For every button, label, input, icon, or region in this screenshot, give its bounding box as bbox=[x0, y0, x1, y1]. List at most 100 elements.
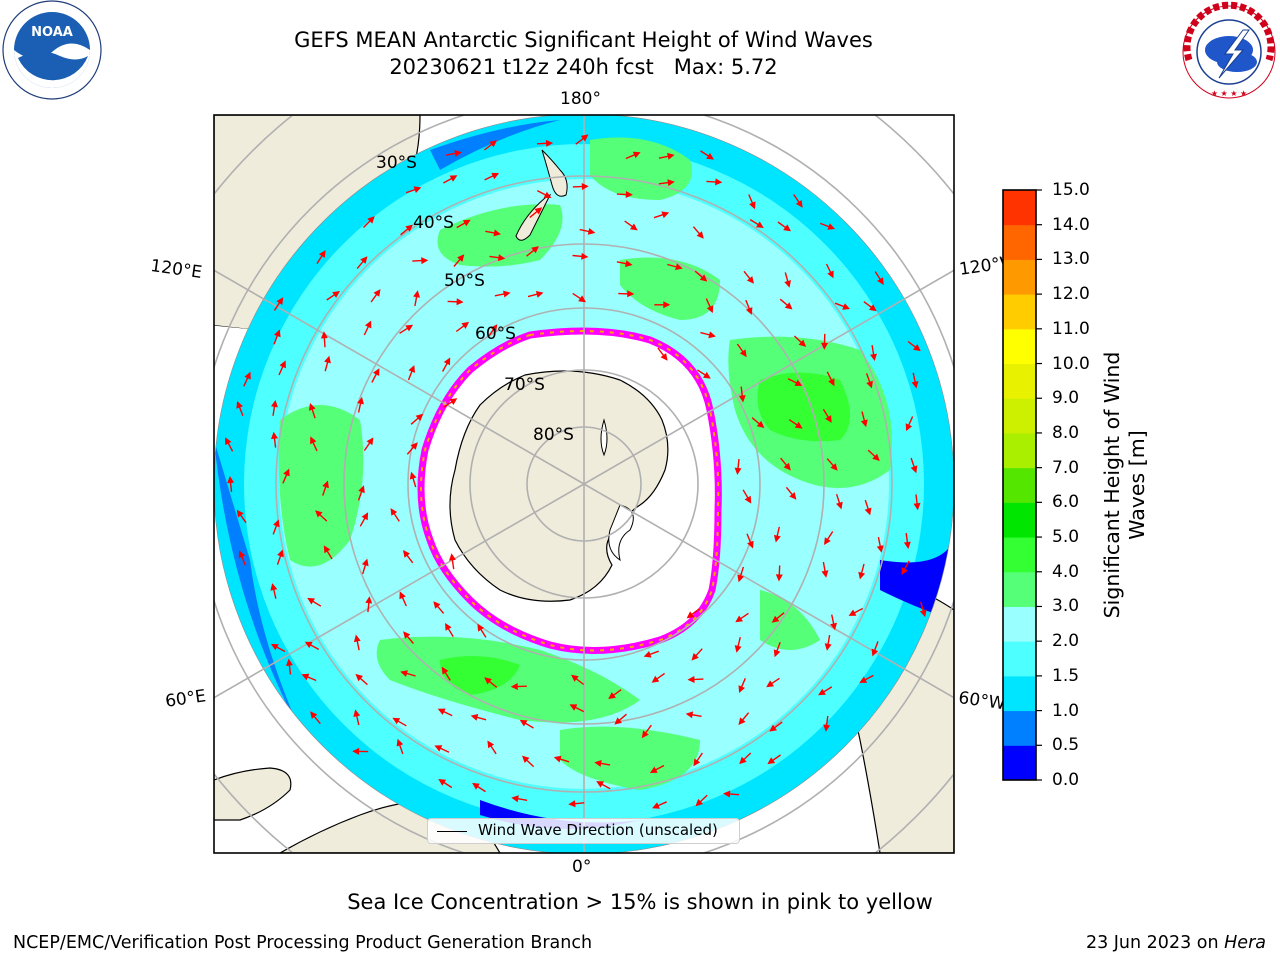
colorbar-tick-label: 6.0 bbox=[1052, 492, 1080, 513]
lat-label-70s: 70°S bbox=[504, 375, 545, 395]
wind-wave-arrow-head bbox=[244, 371, 251, 380]
wind-wave-arrow-head bbox=[661, 211, 670, 219]
colorbar-tick-label: 2.0 bbox=[1052, 631, 1080, 652]
wind-wave-arrow-head bbox=[739, 349, 747, 358]
wind-wave-arrow-head bbox=[366, 437, 374, 446]
wind-wave-arrow-head bbox=[433, 601, 441, 609]
wind-wave-arrow-head bbox=[438, 779, 447, 786]
wind-wave-arrow-head bbox=[876, 545, 884, 553]
colorbar-tick-label: 11.0 bbox=[1052, 318, 1090, 339]
wind-wave-arrow-head bbox=[270, 643, 279, 651]
wind-wave-arrow-head bbox=[660, 353, 668, 361]
colorbar-tick-label: 12.0 bbox=[1052, 284, 1090, 305]
wind-wave-arrow-head bbox=[365, 320, 372, 329]
wind-wave-arrow-head bbox=[614, 717, 622, 725]
wind-wave-arrow-head bbox=[553, 755, 562, 763]
colorbar-tick-label: 15.0 bbox=[1052, 180, 1090, 200]
wind-wave-arrow-head bbox=[877, 277, 884, 285]
colorbar-tick-label: 3.0 bbox=[1052, 596, 1080, 617]
wind-wave-arrow-head bbox=[535, 291, 544, 298]
wind-wave-arrow-head bbox=[445, 623, 452, 631]
wind-wave-arrow-head bbox=[472, 782, 480, 790]
wind-wave-arrow-head bbox=[437, 708, 446, 715]
wind-wave-arrow-head bbox=[913, 502, 921, 511]
wind-wave-arrow-head bbox=[315, 510, 323, 518]
wind-wave-arrow-head bbox=[738, 395, 746, 403]
wind-wave-arrow-head bbox=[734, 467, 742, 475]
wind-wave-arrow-head bbox=[352, 747, 360, 755]
wind-wave-arrow-head bbox=[569, 704, 578, 711]
wind-wave-arrow-head bbox=[543, 191, 552, 198]
wind-wave-arrow-head bbox=[708, 331, 716, 339]
colorbar-tick-label: 14.0 bbox=[1052, 214, 1090, 235]
wind-wave-arrow-head bbox=[396, 738, 404, 747]
wind-wave-arrow-head bbox=[756, 221, 764, 228]
colorbar-band bbox=[1003, 675, 1036, 712]
wind-wave-arrow-head bbox=[373, 289, 381, 297]
wind-wave-arrow-head bbox=[273, 519, 280, 528]
wind-wave-arrow-head bbox=[511, 795, 519, 803]
wind-wave-arrow-head bbox=[279, 360, 286, 369]
lat-label-30s: 30°S bbox=[376, 153, 417, 173]
colorbar-tick-label: 8.0 bbox=[1052, 422, 1080, 443]
wind-wave-arrow-head bbox=[454, 150, 462, 157]
wind-wave-arrow-head bbox=[749, 201, 756, 210]
map-frame bbox=[213, 114, 955, 854]
wind-wave-arrow-head bbox=[652, 802, 660, 809]
wind-wave-arrow-head bbox=[322, 480, 329, 489]
wind-wave-arrow-head bbox=[399, 591, 406, 600]
wind-wave-arrow-head bbox=[649, 766, 658, 773]
wind-wave-arrow-head bbox=[901, 567, 908, 575]
map-area bbox=[214, 115, 954, 853]
wind-wave-arrow-head bbox=[866, 380, 873, 389]
wind-wave-arrow-head bbox=[864, 507, 872, 516]
wind-wave-arrow-head bbox=[827, 270, 834, 279]
lat-label-40s: 40°S bbox=[413, 213, 454, 233]
wind-wave-arrow-head bbox=[830, 463, 838, 471]
colorbar-tick-label: 13.0 bbox=[1052, 249, 1090, 270]
wind-wave-arrow-head bbox=[276, 297, 284, 305]
wind-wave-arrow-head bbox=[392, 717, 401, 725]
wind-wave-arrow-head bbox=[795, 200, 803, 208]
wind-wave-arrow-head bbox=[271, 400, 278, 408]
wind-wave-arrow-head bbox=[859, 676, 868, 683]
wind-wave-arrow-head bbox=[373, 368, 380, 376]
colorbar-tick-label: 7.0 bbox=[1052, 457, 1080, 478]
wind-wave-arrow-head bbox=[632, 151, 641, 159]
wind-wave-arrow-head bbox=[627, 290, 635, 298]
wind-wave-arrow-head bbox=[608, 692, 616, 699]
wind-wave-arrow-head bbox=[789, 492, 797, 500]
wind-wave-arrow-head bbox=[794, 421, 803, 429]
footer-credit: NCEP/EMC/Verification Post Processing Pr… bbox=[13, 933, 593, 953]
wind-wave-arrow-head bbox=[691, 653, 699, 661]
colorbar-band bbox=[1003, 190, 1036, 226]
wind-wave-arrow-head bbox=[643, 651, 652, 658]
colorbar-band bbox=[1003, 606, 1036, 642]
wind-wave-arrow-head bbox=[487, 740, 495, 749]
wind-wave-arrow-head bbox=[353, 709, 361, 717]
wind-wave-arrow-head bbox=[747, 540, 754, 549]
wind-wave-arrow-head bbox=[756, 420, 765, 428]
wind-wave-arrow-head bbox=[449, 553, 456, 561]
wind-wave-arrow-head bbox=[824, 537, 831, 545]
colorbar-band bbox=[1003, 502, 1036, 538]
wind-wave-arrow-head bbox=[456, 298, 464, 306]
wind-wave-arrow-head bbox=[766, 680, 774, 688]
wind-wave-arrow-head bbox=[271, 431, 278, 440]
wind-wave-arrow-head bbox=[773, 534, 781, 543]
wind-wave-arrow-head bbox=[746, 276, 754, 284]
wind-wave-arrow-head bbox=[715, 178, 723, 186]
wind-wave-arrow-head bbox=[365, 596, 373, 604]
wind-wave-arrow-head bbox=[706, 305, 714, 314]
wind-wave-arrow-head bbox=[413, 290, 420, 298]
wind-wave-arrow-head bbox=[449, 398, 458, 405]
wind-wave-arrow-head bbox=[227, 476, 235, 484]
colorbar-band bbox=[1003, 467, 1036, 503]
wind-wave-arrow-head bbox=[596, 781, 604, 788]
colorbar-band bbox=[1003, 432, 1036, 469]
wind-wave-arrow-head bbox=[870, 353, 877, 361]
wind-wave-arrow-head bbox=[421, 257, 429, 265]
noaa-logo-text: NOAA bbox=[31, 25, 73, 40]
wind-wave-arrow-head bbox=[236, 509, 244, 518]
